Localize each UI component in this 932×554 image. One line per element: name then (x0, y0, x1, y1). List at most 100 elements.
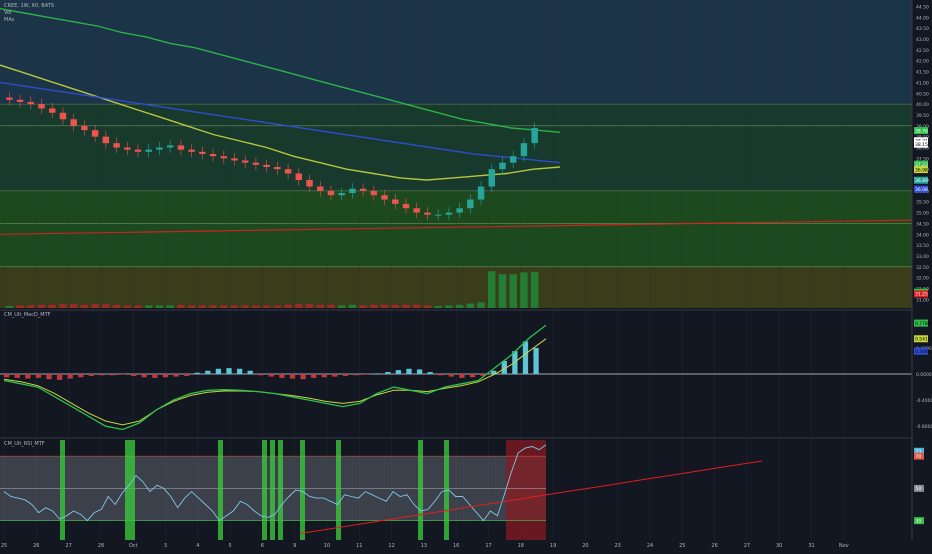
y-tick-4: 42.50 (916, 48, 929, 54)
y-tick-2: 43.50 (916, 26, 929, 32)
candle-body-20 (220, 156, 227, 159)
volume-bar-16 (177, 304, 185, 308)
rsi-signal-bar-8 (336, 440, 341, 540)
macd-hist-bar-15 (162, 374, 169, 378)
volume-bar-41 (445, 305, 453, 308)
volume-bar-22 (241, 305, 249, 308)
macd-hist-bar-38 (406, 368, 412, 374)
volume-bar-6 (69, 304, 78, 308)
y-tick-3: 43.00 (916, 37, 929, 43)
x-tick-15: 17 (485, 543, 491, 549)
volume-bar-8 (91, 304, 99, 308)
rsi-tag-0 (914, 447, 924, 455)
rsi-signal-bar-0 (60, 440, 65, 540)
x-tick-17: 19 (550, 543, 556, 549)
price-axis: 44.50 44.00 43.50 43.00 42.50 42.00 41.50 41.00… (911, 0, 929, 540)
candle-body-10 (113, 143, 120, 148)
x-tick-6: 4 (196, 543, 199, 549)
macd-hist-bar-10 (109, 374, 116, 376)
rsi-tag-2 (914, 484, 924, 492)
volume-bar-18 (198, 305, 207, 308)
candle-body-8 (91, 130, 99, 137)
y-tick-6: 41.50 (916, 70, 929, 76)
macd-hist-bar-44 (469, 374, 476, 378)
macd-hist-bar-33 (353, 374, 359, 376)
rsi-tag-text-0: 73 (916, 449, 922, 455)
price-tag-8 (914, 290, 928, 298)
candle-body-40 (434, 214, 442, 216)
candle-body-14 (156, 147, 163, 150)
x-tick-3: 28 (98, 543, 104, 549)
rsi-signal-bar-9 (418, 440, 423, 540)
volume-bar-31 (337, 305, 346, 308)
candle-body-19 (209, 154, 217, 157)
volume-bar-20 (220, 305, 228, 308)
rsi-signal-bar-1 (125, 440, 130, 540)
macd-hist-bar-9 (99, 374, 105, 376)
x-tick-23: 27 (744, 543, 750, 549)
macd-hist-bar-4 (46, 374, 52, 380)
x-tick-11: 11 (356, 543, 362, 549)
price-tag-2 (914, 140, 928, 148)
price-tag-3 (914, 160, 928, 168)
candle-body-48 (520, 143, 528, 157)
volume-bar-11 (123, 305, 132, 308)
volume-bar-46 (498, 274, 507, 308)
rsi-overbought-zone (506, 440, 546, 540)
volume-bar-17 (187, 305, 196, 308)
macd-hist-bar-26 (279, 374, 285, 378)
candles (6, 92, 538, 221)
y-tick-19: 35.00 (916, 211, 929, 217)
macd-y-tick-2: -0.4000 (916, 398, 932, 404)
macd-line (3, 324, 547, 431)
candle-body-25 (274, 167, 281, 170)
candle-body-0 (6, 97, 13, 100)
rsi-line (3, 444, 547, 522)
volume-bar-19 (209, 305, 217, 308)
candle-body-15 (166, 145, 174, 148)
candle-body-24 (263, 164, 270, 168)
volume-bar-0 (5, 306, 14, 308)
macd-hist-bar-1 (14, 374, 20, 378)
volume-bar-34 (370, 304, 378, 308)
macd-hist-bar-37 (395, 370, 402, 374)
volume-bars (5, 271, 539, 308)
macd-hist-bar-36 (385, 372, 391, 374)
ma-line-1 (0, 64, 561, 181)
candle-body-35 (381, 195, 388, 200)
candle-body-3 (38, 104, 45, 109)
candle-body-38 (413, 208, 420, 213)
price-tag-text-5: 36.49 (915, 178, 928, 184)
candle-body-5 (59, 112, 67, 120)
macd-hist-bar-32 (342, 374, 349, 376)
candle-body-33 (359, 188, 367, 191)
rsi-signal-bar-7 (300, 440, 305, 540)
price-tag-6 (914, 185, 928, 193)
candle-body-36 (392, 199, 399, 204)
macd-hist-bar-12 (131, 374, 137, 376)
candle-body-34 (370, 190, 378, 196)
rsi-signal-bar-6 (278, 440, 283, 540)
macd-hist-bar-21 (226, 368, 232, 374)
macd-hist-bar-23 (247, 370, 253, 374)
volume-bar-27 (295, 304, 303, 308)
macd-hist-bar-13 (141, 374, 147, 378)
candle-body-18 (199, 151, 206, 154)
macd-hist-bar-40 (427, 372, 433, 374)
price-tag-text-4: 36.98 (915, 167, 928, 173)
macd-hist-bar-27 (289, 374, 296, 379)
rsi-signal-bar-4 (262, 440, 267, 540)
volume-bar-48 (520, 272, 528, 308)
x-tick-13: 13 (421, 543, 427, 549)
volume-bar-33 (359, 305, 367, 308)
macd-hist-bar-50 (533, 347, 539, 374)
price-tag-text-8: 31.25 (915, 292, 928, 298)
rsi-tag-text-3: 30 (916, 518, 922, 524)
y-tick-8: 40.50 (916, 91, 929, 97)
volume-bar-24 (262, 305, 271, 308)
candle-body-6 (70, 119, 77, 126)
candle-body-43 (467, 199, 474, 209)
x-tick-21: 25 (679, 543, 685, 549)
